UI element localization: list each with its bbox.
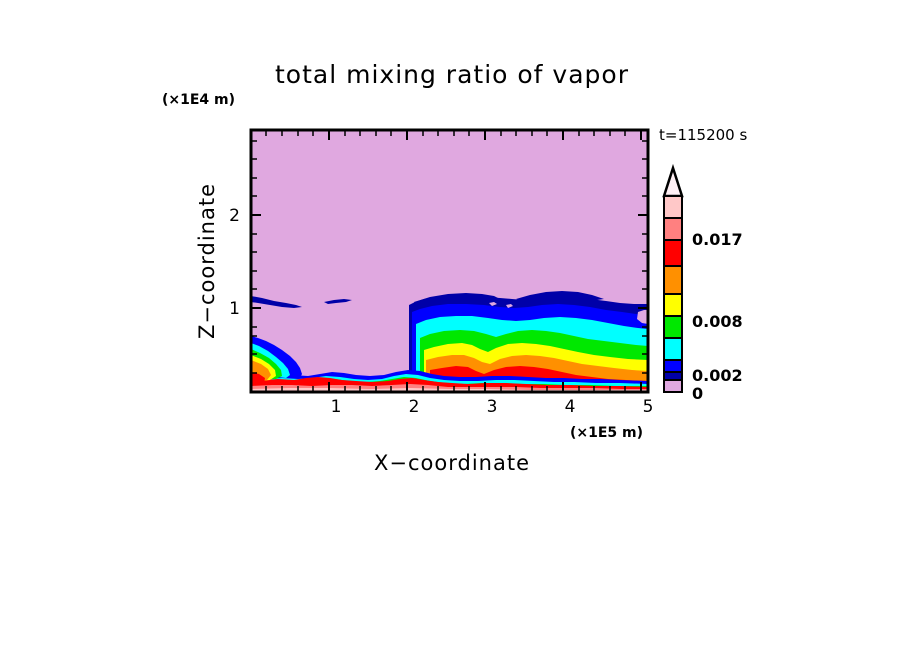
x-tick-label-1: 1	[331, 397, 342, 417]
y-major-ticks	[251, 214, 648, 309]
colorbar-band-7	[663, 239, 683, 267]
y-minor-ticks	[251, 140, 648, 374]
colorbar-label-0008: 0.008	[692, 312, 743, 331]
colorbar-band-4	[663, 315, 683, 339]
colorbar-band-0	[663, 379, 683, 393]
x-tick-label-3: 3	[487, 397, 498, 417]
colorbar[interactable]: 0.017 0.008 0.002 0	[662, 163, 743, 403]
contour-plume-left-red	[251, 372, 265, 386]
x-minor-ticks	[265, 130, 626, 392]
axis-ticks	[251, 130, 648, 392]
contour-speckle-dry-a	[489, 302, 497, 306]
contour-pocket-dry-right	[637, 310, 648, 324]
x-tick-label-2: 2	[409, 397, 420, 417]
x-tick-label-4: 4	[565, 397, 576, 417]
timestamp-label: t=115200 s	[659, 126, 747, 144]
colorbar-label-0002: 0.002	[692, 366, 743, 385]
x-major-ticks	[328, 130, 642, 392]
x-axis-label: X−coordinate	[374, 451, 530, 475]
contour-speckle-dry-b	[506, 304, 513, 308]
colorbar-band-3	[663, 337, 683, 361]
page-title: total mixing ratio of vapor	[275, 60, 629, 89]
x-axis-unit-label: (×1E5 m)	[570, 425, 643, 441]
x-tick-label-5: 5	[643, 397, 654, 417]
colorbar-label-0: 0	[692, 384, 703, 403]
y-axis-label: Z−coordinate	[195, 183, 219, 339]
y-tick-label-1: 1	[229, 299, 240, 319]
contour-field	[251, 291, 648, 392]
colorbar-label-0017: 0.017	[692, 230, 743, 249]
colorbar-band-9	[663, 195, 683, 219]
y-tick-label-2: 2	[229, 206, 240, 226]
plot-area: 1 2 3 4 5 1 2	[229, 128, 654, 417]
plot-frame	[249, 128, 650, 394]
colorbar-band-1	[663, 371, 683, 381]
y-axis-unit-label: (×1E4 m)	[162, 92, 235, 108]
colorbar-band-2	[663, 359, 683, 373]
colorbar-band-5	[663, 293, 683, 317]
colorbar-band-8	[663, 217, 683, 241]
contour-lobe-navy-left	[414, 293, 500, 307]
contour-lobe-navy-right	[516, 291, 604, 303]
colorbar-band-6	[663, 265, 683, 295]
contour-wisp-navy-left	[251, 296, 302, 308]
contour-wisp-navy-mid	[324, 299, 352, 304]
